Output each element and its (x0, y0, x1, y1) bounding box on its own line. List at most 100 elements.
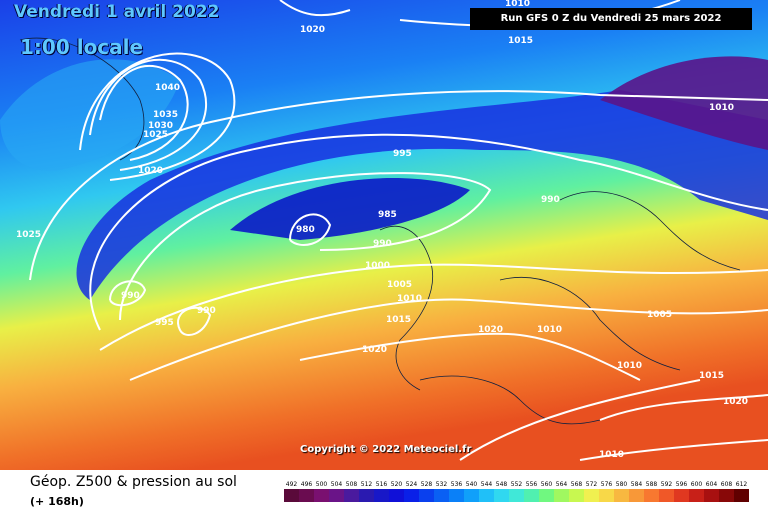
isobar-label: 1010 (617, 361, 642, 371)
scale-value: 600 (691, 481, 703, 488)
color-scale: 492 496 500 504 508 512 516 520 524 528 532 536 540 5… (284, 481, 749, 502)
isobar-label: 1025 (143, 130, 168, 140)
lead-time: (+ 168h) (30, 495, 84, 508)
scale-value: 492 (286, 481, 298, 488)
scale-value: 584 (631, 481, 643, 488)
scale-swatch (494, 489, 509, 502)
scale-swatch (359, 489, 374, 502)
coastlines (19, 37, 741, 425)
scale-swatch (344, 489, 359, 502)
scale-value: 496 (301, 481, 313, 488)
scale-swatch (554, 489, 569, 502)
isobar-label: 1010 (505, 0, 530, 9)
scale-swatch (599, 489, 614, 502)
scale-value: 576 (601, 481, 613, 488)
scale-swatch (659, 489, 674, 502)
isobar-label: 1020 (300, 25, 325, 35)
scale-swatch (629, 489, 644, 502)
local-time: 1:00 locale (20, 35, 144, 59)
isobar-label: 1005 (387, 280, 412, 290)
scale-swatch (464, 489, 479, 502)
scale-value: 520 (391, 481, 403, 488)
scale-value: 548 (496, 481, 508, 488)
scale-value: 596 (676, 481, 688, 488)
scale-swatch (689, 489, 704, 502)
scale-value: 536 (451, 481, 463, 488)
scale-swatch (674, 489, 689, 502)
scale-swatch (419, 489, 434, 502)
isobar-label: 1015 (508, 36, 533, 46)
isobar-labels: 1010 1020 1015 1040 1035 1030 1025 1020 … (16, 0, 748, 460)
scale-swatch (479, 489, 494, 502)
scale-value: 504 (331, 481, 343, 488)
isobar-label: 1015 (386, 315, 411, 325)
isobar-label: 1020 (138, 166, 163, 176)
scale-value: 560 (541, 481, 553, 488)
copyright: Copyright © 2022 Meteociel.fr (300, 444, 472, 455)
isobar-label: 1025 (16, 230, 41, 240)
footer: Géop. Z500 & pression au sol (+ 168h) 49… (0, 470, 768, 512)
scale-value: 524 (406, 481, 418, 488)
scale-swatch (329, 489, 344, 502)
scale-value: 556 (526, 481, 538, 488)
run-info: Run GFS 0 Z du Vendredi 25 mars 2022 (470, 8, 752, 30)
scale-value: 608 (721, 481, 733, 488)
isobar-label: 1010 (537, 325, 562, 335)
scale-swatch (299, 489, 314, 502)
scale-value: 500 (316, 481, 328, 488)
weather-map: 1010 1020 1015 1040 1035 1030 1025 1020 … (0, 0, 768, 470)
isobar-label: 990 (121, 291, 140, 301)
scale-swatch (314, 489, 329, 502)
isobar-label: 985 (378, 210, 397, 220)
scale-swatch (644, 489, 659, 502)
isobar-label: 995 (393, 149, 412, 159)
scale-value: 512 (361, 481, 373, 488)
map-title: Géop. Z500 & pression au sol (30, 474, 237, 490)
isobar-label: 990 (197, 306, 216, 316)
isobar-label: 990 (373, 239, 392, 249)
isobar-label: 1020 (478, 325, 503, 335)
isobar-label: 980 (296, 225, 315, 235)
isobar-label: 1010 (397, 294, 422, 304)
geopotential-field: 1010 1020 1015 1040 1035 1030 1025 1020 … (0, 0, 768, 470)
isobar-label: 1010 (599, 450, 624, 460)
scale-value: 528 (421, 481, 433, 488)
scale-swatch (509, 489, 524, 502)
scale-swatch (734, 489, 749, 502)
scale-swatch (389, 489, 404, 502)
scale-swatch (614, 489, 629, 502)
scale-swatch (719, 489, 734, 502)
scale-value: 612 (736, 481, 748, 488)
isobar-label: 1020 (723, 397, 748, 407)
scale-value: 592 (661, 481, 673, 488)
isobar-label: 1040 (155, 83, 180, 93)
scale-swatch (704, 489, 719, 502)
scale-value: 568 (571, 481, 583, 488)
isobar-label: 1015 (699, 371, 724, 381)
scale-value: 588 (646, 481, 658, 488)
scale-swatch (524, 489, 539, 502)
scale-swatch (569, 489, 584, 502)
valid-date: Vendredi 1 avril 2022 (14, 2, 220, 22)
isobar-label: 1020 (362, 345, 387, 355)
isobar-label: 1035 (153, 110, 178, 120)
isobars (29, 0, 768, 461)
scale-value: 544 (481, 481, 493, 488)
scale-swatch (374, 489, 389, 502)
scale-value: 540 (466, 481, 478, 488)
isobar-label: 1010 (709, 103, 734, 113)
scale-swatch (404, 489, 419, 502)
isobar-label: 1005 (647, 310, 672, 320)
scale-swatch (584, 489, 599, 502)
scale-swatch (449, 489, 464, 502)
scale-value: 508 (346, 481, 358, 488)
scale-swatch (284, 489, 299, 502)
scale-swatch (539, 489, 554, 502)
scale-value: 516 (376, 481, 388, 488)
scale-value: 580 (616, 481, 628, 488)
isobar-label: 1030 (148, 121, 173, 131)
scale-value: 604 (706, 481, 718, 488)
scale-value: 572 (586, 481, 598, 488)
isobar-label: 995 (155, 318, 174, 328)
isobar-label: 1000 (365, 261, 390, 271)
